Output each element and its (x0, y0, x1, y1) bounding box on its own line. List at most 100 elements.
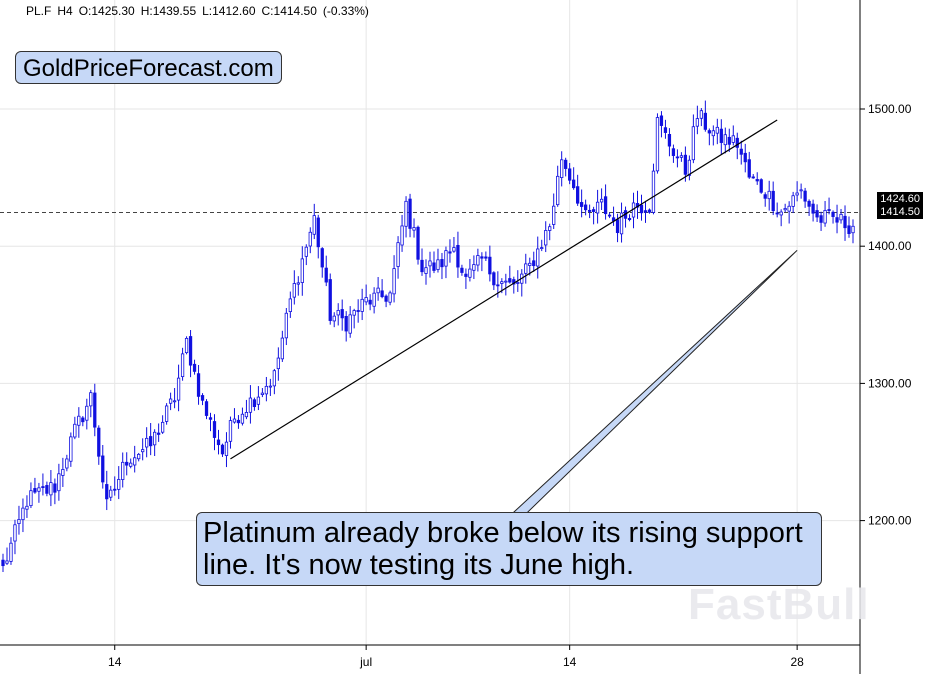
candle-body (607, 214, 612, 217)
candle-body (300, 258, 304, 283)
candle-body (252, 399, 257, 408)
watermark: FastBull (688, 580, 870, 629)
candle-body (528, 262, 532, 266)
candle-body (45, 485, 49, 494)
candle-body (667, 133, 672, 147)
candle-body (352, 310, 356, 316)
candle-body (472, 264, 476, 271)
candle-body (145, 437, 149, 448)
candle-body (336, 310, 340, 316)
candle-body (37, 487, 41, 492)
candle-body (731, 135, 735, 143)
candle-body (763, 194, 767, 199)
candle-body (101, 455, 105, 483)
candle-body (456, 244, 460, 268)
candle-body (149, 436, 153, 447)
candle-body (476, 255, 480, 266)
candle-body (536, 248, 540, 267)
candle-body (172, 400, 177, 403)
candle-body (392, 268, 396, 295)
candle-body (248, 397, 253, 413)
candle-body (775, 212, 779, 215)
candle-body (388, 292, 392, 303)
reference-price-tag: 1424.60 (877, 192, 923, 206)
x-tick-label: jul (359, 655, 372, 669)
candle-body (488, 256, 492, 275)
candle-body (827, 209, 831, 211)
candle-body (69, 436, 73, 462)
candle-body (540, 247, 544, 249)
candle-body (767, 190, 771, 200)
candle-body (240, 413, 245, 424)
candle-body (176, 377, 181, 401)
candle-body (819, 215, 823, 223)
candle-body (799, 189, 803, 192)
low-value: L:1412.60 (202, 4, 256, 18)
candle-body (125, 461, 129, 466)
candle-body (671, 148, 676, 156)
candle-body (224, 441, 229, 456)
candle-body (133, 457, 137, 466)
candle-body (500, 281, 504, 284)
candle-body (41, 486, 45, 488)
y-tick-label: 1300.00 (868, 376, 912, 390)
candle-body (795, 192, 799, 196)
candle-body (272, 370, 276, 387)
candle-body (615, 219, 620, 234)
candle-body (603, 196, 608, 215)
candle-body (412, 227, 416, 231)
candle-body (117, 479, 121, 490)
candle-body (236, 419, 241, 424)
candle-body (284, 312, 288, 339)
candle-body (552, 205, 556, 225)
candle-body (548, 226, 552, 231)
candle-body (791, 195, 795, 207)
candle-body (591, 209, 596, 212)
change-value: (-0.33%) (322, 4, 369, 18)
candle-body (739, 148, 743, 155)
candle-body (719, 128, 723, 143)
x-tick-label: 28 (790, 655, 804, 669)
candle-body (587, 209, 592, 212)
candle-body (803, 190, 807, 202)
candle-body (324, 267, 328, 283)
candle-body (747, 159, 751, 178)
candle-body (735, 137, 739, 148)
candle-body (256, 396, 261, 405)
candle-body (13, 524, 17, 542)
open-value: O:1425.30 (78, 4, 135, 18)
candle-body (268, 385, 273, 388)
candle-body (160, 421, 165, 433)
candle-body (61, 469, 65, 476)
candle-body (647, 209, 652, 213)
candle-body (815, 210, 819, 218)
candle-body (627, 218, 632, 221)
candle-body (683, 154, 688, 175)
candle-body (216, 439, 221, 446)
candle-body (200, 395, 205, 401)
candle-body (53, 483, 57, 493)
candle-body (109, 489, 113, 498)
candle-body (759, 179, 763, 193)
candle-body (679, 155, 684, 158)
candle-body (687, 159, 692, 176)
candle-body (276, 357, 280, 370)
candle-body (428, 260, 432, 267)
candle-body (360, 298, 364, 312)
candle-body (312, 215, 316, 235)
candle-body (141, 449, 145, 453)
candle-body (228, 420, 233, 442)
candle-body (316, 217, 320, 248)
candle-body (212, 421, 217, 438)
candle-body (460, 267, 464, 273)
candle-body (468, 268, 472, 278)
candle-body (244, 412, 249, 418)
candle-body (663, 127, 668, 133)
candle-body (33, 488, 37, 493)
candle-body (751, 176, 755, 179)
candle-body (444, 250, 448, 267)
candle-body (564, 159, 568, 169)
candle-body (196, 373, 201, 397)
candle-body (695, 118, 700, 127)
